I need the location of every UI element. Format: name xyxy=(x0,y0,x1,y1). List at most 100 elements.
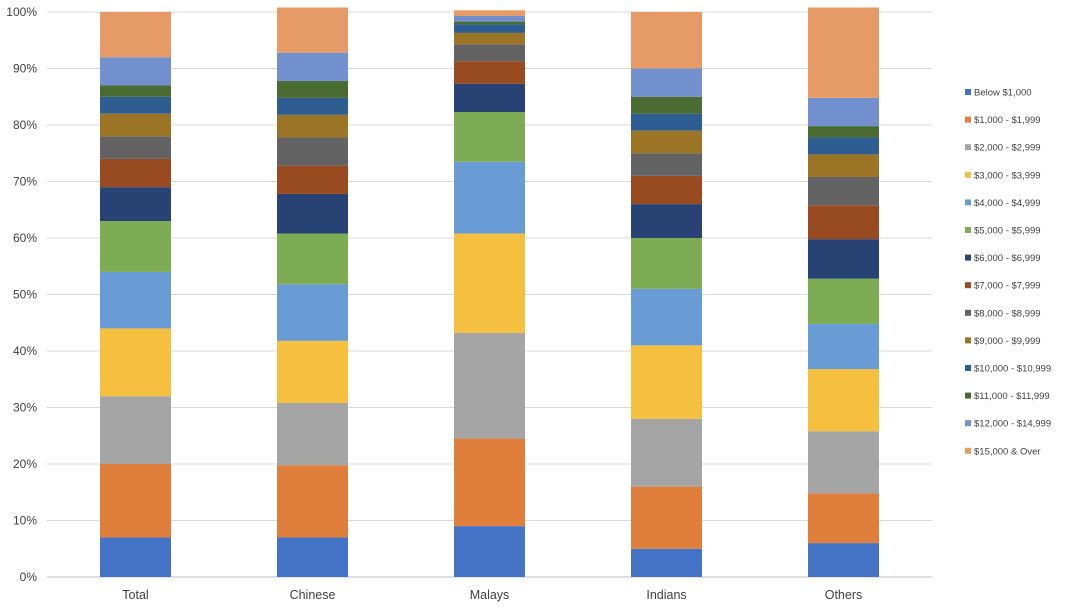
legend-swatch xyxy=(965,282,971,289)
x-category-label: Chinese xyxy=(290,588,336,602)
bar-segment xyxy=(100,464,171,538)
y-tick-label: 70% xyxy=(13,175,37,189)
y-axis-ticks: 0% 10% 20% 30% 40% 50% 60% 70% 80% 90% 100% xyxy=(6,5,37,584)
bar-segment xyxy=(277,7,348,53)
bar-segment xyxy=(454,112,525,162)
bar-segment xyxy=(808,239,879,279)
legend-label: $7,000 - $7,999 xyxy=(974,281,1041,292)
bar-segment xyxy=(631,130,702,154)
bar-segment xyxy=(100,328,171,397)
legend-label: Below $1,000 xyxy=(974,88,1032,99)
bar-segment xyxy=(454,83,525,113)
bar-segment xyxy=(277,465,348,538)
legend-label: $6,000 - $6,999 xyxy=(974,253,1041,264)
bar-segment xyxy=(631,68,702,97)
bar-segment xyxy=(277,193,348,234)
legend-label: $12,000 - $14,999 xyxy=(974,419,1051,430)
y-tick-label: 60% xyxy=(13,231,37,245)
bar-segment xyxy=(631,238,702,289)
legend-swatch xyxy=(965,144,971,151)
y-tick-label: 80% xyxy=(13,118,37,132)
bar-segment xyxy=(100,537,171,577)
legend-swatch xyxy=(965,365,971,371)
bar-segment xyxy=(277,402,348,466)
bar-segment xyxy=(454,24,525,33)
legend-swatch xyxy=(965,227,971,233)
legend-label: $5,000 - $5,999 xyxy=(974,226,1041,237)
legend-swatch xyxy=(965,309,971,316)
x-category-label: Others xyxy=(825,588,863,602)
legend-swatch xyxy=(965,337,971,344)
bar-segment xyxy=(631,548,702,577)
bar-segment xyxy=(631,486,702,549)
legend: Below $1,000 $1,000 - $1,999 $2,000 - $2,9… xyxy=(965,88,1051,457)
legend-swatch xyxy=(965,420,971,427)
legend-label: $11,000 - $11,999 xyxy=(974,391,1050,402)
bar-segment xyxy=(631,12,702,69)
bar-segment xyxy=(454,526,525,577)
bar-segment xyxy=(100,85,171,97)
x-category-label: Total xyxy=(122,588,148,602)
bar-segment xyxy=(277,137,348,166)
bar-segment xyxy=(100,221,171,272)
y-tick-label: 20% xyxy=(13,457,37,471)
bar-segment xyxy=(100,57,171,86)
bar-segment xyxy=(454,10,525,16)
bar-segment xyxy=(454,233,525,333)
bar-segment xyxy=(277,233,348,285)
y-tick-label: 0% xyxy=(20,570,38,584)
bar-segment xyxy=(454,32,525,45)
bar-segment xyxy=(808,7,879,98)
bar-segment xyxy=(808,543,879,577)
y-tick-label: 10% xyxy=(13,514,37,528)
legend-label: $3,000 - $3,999 xyxy=(974,170,1041,181)
bar-segment xyxy=(631,113,702,131)
bar-segment xyxy=(277,80,348,98)
bar-segment xyxy=(808,493,879,544)
bar-segment xyxy=(808,369,879,432)
bar-segment xyxy=(277,97,348,115)
bar-segment xyxy=(808,431,879,494)
y-tick-label: 40% xyxy=(13,344,37,358)
legend-swatch xyxy=(965,171,971,178)
x-category-label: Indians xyxy=(646,588,686,602)
bar-segment xyxy=(100,136,171,159)
legend-swatch xyxy=(965,254,971,261)
bar-segment xyxy=(631,153,702,176)
legend-label: $8,000 - $8,999 xyxy=(974,308,1041,319)
bar-segment xyxy=(631,204,702,238)
bar-segment xyxy=(277,284,348,341)
bar-segment xyxy=(454,161,525,234)
bar-segment xyxy=(100,158,171,188)
legend-swatch xyxy=(965,447,971,454)
legend-label: $2,000 - $2,999 xyxy=(974,143,1041,154)
bar-segment xyxy=(454,438,525,527)
bar-segment xyxy=(277,537,348,577)
legend-label: $15,000 & Over xyxy=(974,446,1041,457)
bar-segment xyxy=(808,97,879,127)
bar-segment xyxy=(808,278,879,324)
y-tick-label: 100% xyxy=(6,5,37,19)
bar-segment xyxy=(631,345,702,419)
bar-segment xyxy=(454,61,525,84)
bar-segment xyxy=(100,396,171,464)
y-tick-label: 90% xyxy=(13,62,37,76)
legend-label: $1,000 - $1,999 xyxy=(974,115,1041,126)
legend-label: $10,000 - $10,999 xyxy=(974,364,1051,375)
bar-segment xyxy=(454,44,525,62)
bar-segment xyxy=(454,332,525,439)
bar-segment xyxy=(808,154,879,177)
bar-segment xyxy=(100,12,171,58)
bar-segment xyxy=(631,418,702,487)
bar-segment xyxy=(808,323,879,370)
bar-segment xyxy=(808,205,879,240)
bar-segment xyxy=(631,96,702,114)
legend-swatch xyxy=(965,116,971,123)
bar-segment xyxy=(808,176,879,206)
bar-segment xyxy=(277,165,348,194)
bar-segment xyxy=(100,271,171,329)
x-axis-categories: Total Chinese Malays Indians Others xyxy=(122,588,862,602)
legend-label: $4,000 - $4,999 xyxy=(974,198,1041,209)
bar-segment xyxy=(454,15,525,22)
